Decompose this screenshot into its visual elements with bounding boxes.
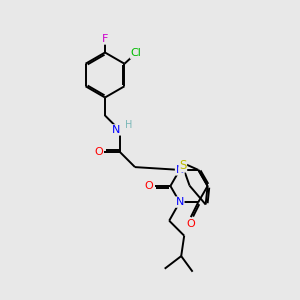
- Text: O: O: [186, 219, 195, 229]
- Text: N: N: [112, 125, 121, 135]
- Text: O: O: [94, 147, 103, 157]
- Text: Cl: Cl: [130, 48, 141, 58]
- Text: O: O: [144, 181, 153, 191]
- Text: N: N: [176, 197, 184, 207]
- Text: H: H: [125, 120, 132, 130]
- Text: S: S: [179, 159, 187, 172]
- Text: F: F: [102, 34, 108, 44]
- Text: N: N: [176, 165, 184, 175]
